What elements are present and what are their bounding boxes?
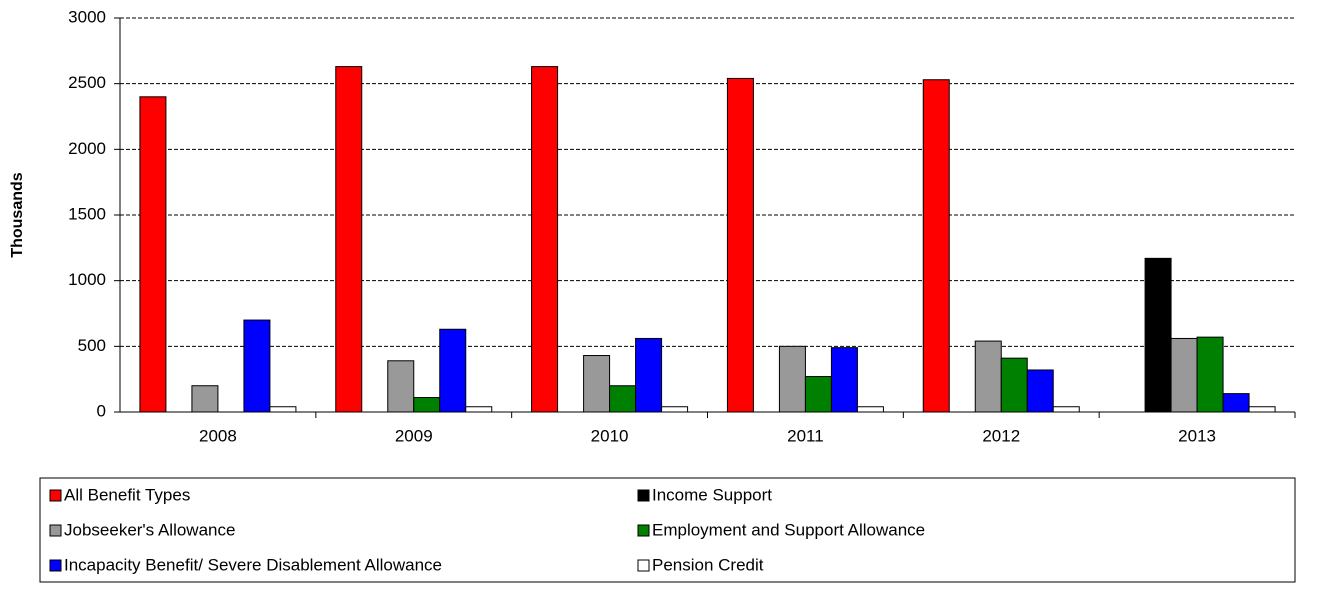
legend-swatch — [637, 524, 650, 537]
bar — [661, 406, 689, 413]
bar — [974, 340, 1002, 413]
bar — [1222, 393, 1250, 413]
bar — [465, 406, 493, 413]
x-tick-label: 2009 — [395, 426, 433, 445]
bar — [583, 355, 611, 413]
legend-swatch — [637, 489, 650, 502]
bar — [1144, 257, 1172, 413]
x-tick-label: 2008 — [199, 426, 237, 445]
bar — [830, 347, 858, 413]
legend-label: Income Support — [652, 485, 772, 504]
legend-label: Pension Credit — [652, 555, 764, 574]
y-tick-label: 3000 — [68, 7, 106, 26]
bar — [531, 66, 559, 413]
y-axis-label: Thousands — [9, 172, 26, 257]
bar — [635, 337, 663, 413]
bar — [139, 96, 167, 413]
bar — [191, 385, 219, 413]
bar — [609, 385, 637, 413]
bar — [1026, 369, 1054, 413]
bar — [922, 79, 950, 413]
bar — [269, 406, 297, 413]
legend-swatch — [637, 559, 650, 572]
y-tick-label: 500 — [78, 336, 106, 355]
x-tick-label: 2013 — [1178, 426, 1216, 445]
bar — [413, 397, 441, 413]
y-tick-label: 2500 — [68, 73, 106, 92]
bar — [1248, 406, 1276, 413]
bar — [335, 66, 363, 413]
bar — [387, 360, 415, 413]
bar — [856, 406, 884, 413]
x-tick-label: 2010 — [591, 426, 629, 445]
bar — [726, 77, 754, 413]
legend-swatch — [49, 489, 62, 502]
legend-swatch — [49, 559, 62, 572]
bar — [1170, 337, 1198, 413]
x-tick-label: 2012 — [982, 426, 1020, 445]
bar — [778, 345, 806, 413]
bar — [1052, 406, 1080, 413]
bar — [804, 376, 832, 413]
y-tick-label: 2000 — [68, 139, 106, 158]
legend-label: Jobseeker's Allowance — [64, 520, 235, 539]
y-tick-label: 1000 — [68, 270, 106, 289]
bar — [1196, 336, 1224, 413]
bar — [243, 319, 271, 413]
legend-label: Incapacity Benefit/ Severe Disablement A… — [64, 555, 442, 574]
bar — [439, 328, 467, 413]
x-tick-label: 2011 — [787, 426, 824, 445]
legend-box — [39, 477, 1296, 583]
legend-label: All Benefit Types — [64, 485, 190, 504]
y-tick-label: 0 — [97, 401, 106, 420]
legend-swatch — [49, 524, 62, 537]
legend-label: Employment and Support Allowance — [652, 520, 925, 539]
y-tick-label: 1500 — [68, 204, 106, 223]
bar — [1000, 357, 1028, 413]
